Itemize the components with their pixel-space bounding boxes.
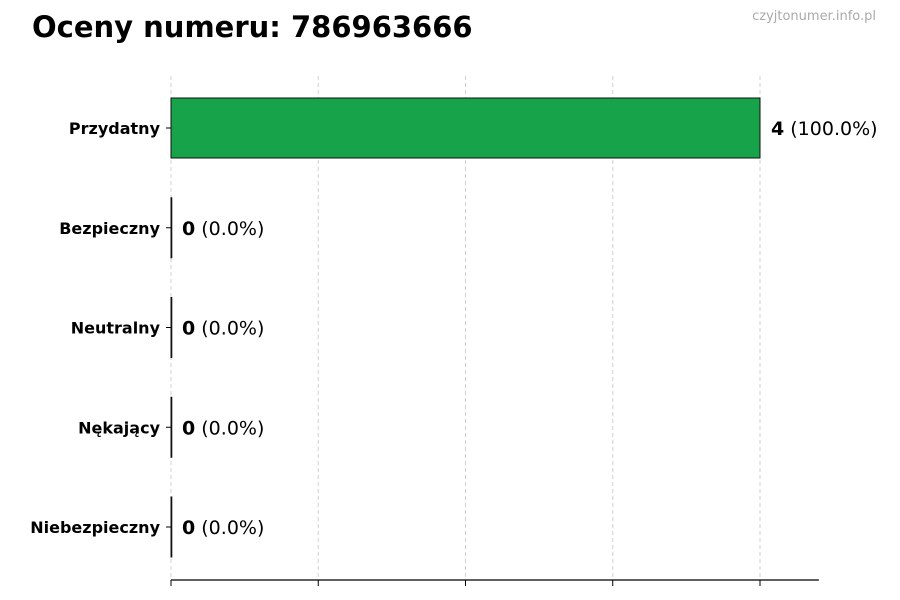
- data-label: 0 (0.0%): [182, 318, 264, 340]
- bar-bezpieczny: [170, 197, 173, 259]
- bar-nękający: [170, 396, 173, 458]
- bar-neutralny: [170, 297, 173, 358]
- watermark: czyjtonumer.info.pl: [752, 9, 876, 24]
- chart-title: Oceny numeru: 786963666: [32, 10, 473, 44]
- category-label: Neutralny: [71, 319, 161, 338]
- data-label-percent: (100.0%): [784, 118, 877, 140]
- data-label: 0 (0.0%): [182, 517, 264, 539]
- data-label: 4 (100.0%): [771, 118, 878, 140]
- data-label-count: 0: [182, 517, 195, 539]
- data-label-count: 4: [771, 118, 784, 140]
- data-label-percent: (0.0%): [195, 218, 264, 240]
- category-label: Przydatny: [69, 119, 161, 138]
- data-label-percent: (0.0%): [195, 517, 264, 539]
- bar-przydatny: [170, 97, 761, 159]
- data-label: 0 (0.0%): [182, 218, 264, 240]
- category-label: Bezpieczny: [59, 219, 160, 238]
- data-label-count: 0: [182, 218, 195, 240]
- data-label-percent: (0.0%): [195, 417, 264, 439]
- data-label-count: 0: [182, 417, 195, 439]
- category-label: Nękający: [78, 418, 160, 437]
- data-label-percent: (0.0%): [195, 318, 264, 340]
- data-label-count: 0: [182, 318, 195, 340]
- category-label: Niebezpieczny: [30, 518, 160, 537]
- data-label: 0 (0.0%): [182, 417, 264, 439]
- bar-niebezpieczny: [170, 496, 173, 558]
